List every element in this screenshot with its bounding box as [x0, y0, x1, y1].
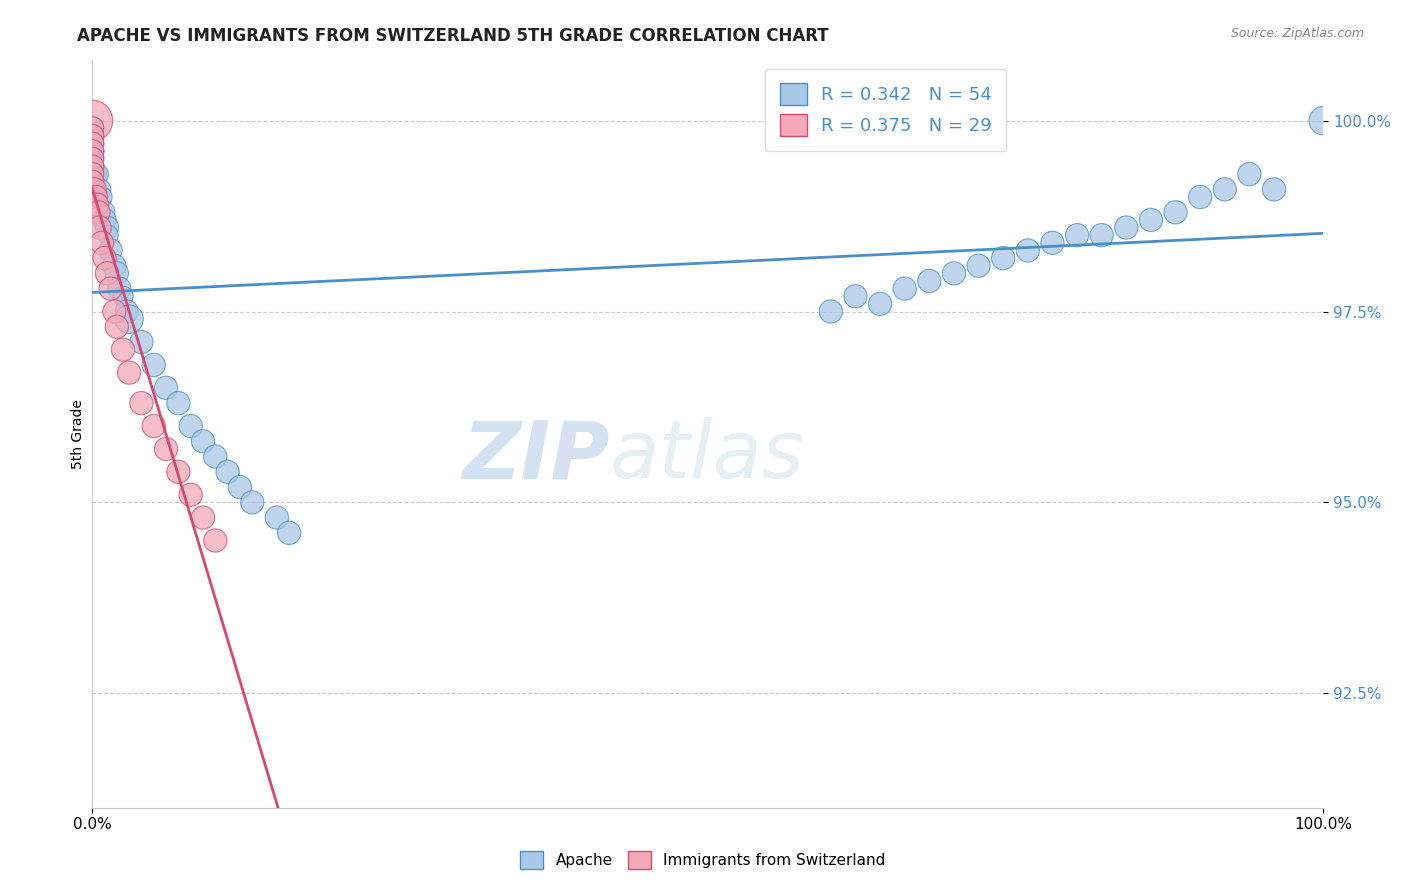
Point	[90, 182, 112, 196]
Point	[105, 266, 128, 280]
Y-axis label: 5th Grade: 5th Grade	[72, 399, 86, 468]
Point	[131, 396, 153, 410]
Point	[87, 205, 110, 219]
Point	[217, 465, 239, 479]
Point	[82, 136, 104, 151]
Point	[942, 266, 965, 280]
Point	[1213, 182, 1236, 196]
Point	[993, 251, 1015, 265]
Point	[1091, 228, 1114, 243]
Point	[1189, 190, 1212, 204]
Point	[180, 419, 202, 434]
Point	[1239, 167, 1261, 181]
Point	[82, 160, 104, 174]
Point	[84, 190, 107, 204]
Point	[155, 381, 177, 395]
Point	[83, 182, 105, 196]
Point	[82, 167, 104, 181]
Point	[103, 259, 125, 273]
Point	[1115, 220, 1137, 235]
Point	[1312, 113, 1334, 128]
Point	[266, 510, 288, 524]
Point	[1017, 244, 1039, 258]
Point	[86, 197, 108, 211]
Point	[82, 121, 104, 136]
Point	[82, 128, 104, 143]
Point	[820, 304, 842, 318]
Point	[93, 251, 115, 265]
Point	[96, 220, 118, 235]
Point	[278, 525, 301, 540]
Point	[82, 175, 104, 189]
Point	[82, 113, 104, 128]
Point	[180, 488, 202, 502]
Point	[82, 136, 104, 151]
Point	[100, 244, 122, 258]
Point	[91, 190, 114, 204]
Point	[229, 480, 252, 494]
Text: ZIP: ZIP	[461, 417, 609, 495]
Point	[82, 121, 104, 136]
Point	[82, 145, 104, 159]
Point	[100, 282, 122, 296]
Text: APACHE VS IMMIGRANTS FROM SWITZERLAND 5TH GRADE CORRELATION CHART: APACHE VS IMMIGRANTS FROM SWITZERLAND 5T…	[77, 27, 830, 45]
Point	[97, 228, 120, 243]
Point	[918, 274, 941, 288]
Point	[91, 235, 114, 250]
Point	[91, 205, 114, 219]
Point	[87, 167, 110, 181]
Point	[155, 442, 177, 456]
Legend: R = 0.342   N = 54, R = 0.375   N = 29: R = 0.342 N = 54, R = 0.375 N = 29	[765, 69, 1007, 151]
Point	[131, 334, 153, 349]
Point	[240, 495, 263, 509]
Point	[1042, 235, 1064, 250]
Point	[82, 145, 104, 159]
Point	[191, 510, 214, 524]
Point	[108, 282, 131, 296]
Point	[111, 343, 134, 357]
Point	[103, 304, 125, 318]
Point	[844, 289, 866, 303]
Point	[118, 366, 141, 380]
Point	[82, 145, 104, 159]
Point	[1066, 228, 1088, 243]
Point	[142, 419, 165, 434]
Point	[893, 282, 915, 296]
Point	[96, 266, 118, 280]
Point	[167, 465, 190, 479]
Point	[115, 304, 138, 318]
Legend: Apache, Immigrants from Switzerland: Apache, Immigrants from Switzerland	[515, 845, 891, 875]
Point	[204, 450, 226, 464]
Point	[111, 289, 134, 303]
Point	[89, 220, 111, 235]
Point	[82, 152, 104, 166]
Point	[93, 213, 115, 227]
Point	[82, 160, 104, 174]
Text: Source: ZipAtlas.com: Source: ZipAtlas.com	[1230, 27, 1364, 40]
Point	[869, 297, 891, 311]
Point	[105, 319, 128, 334]
Point	[1263, 182, 1285, 196]
Point	[204, 533, 226, 548]
Point	[167, 396, 190, 410]
Point	[82, 167, 104, 181]
Point	[82, 152, 104, 166]
Point	[118, 312, 141, 326]
Text: atlas: atlas	[609, 417, 804, 495]
Point	[1164, 205, 1187, 219]
Point	[1140, 213, 1163, 227]
Point	[191, 434, 214, 449]
Point	[142, 358, 165, 372]
Point	[82, 128, 104, 143]
Point	[967, 259, 990, 273]
